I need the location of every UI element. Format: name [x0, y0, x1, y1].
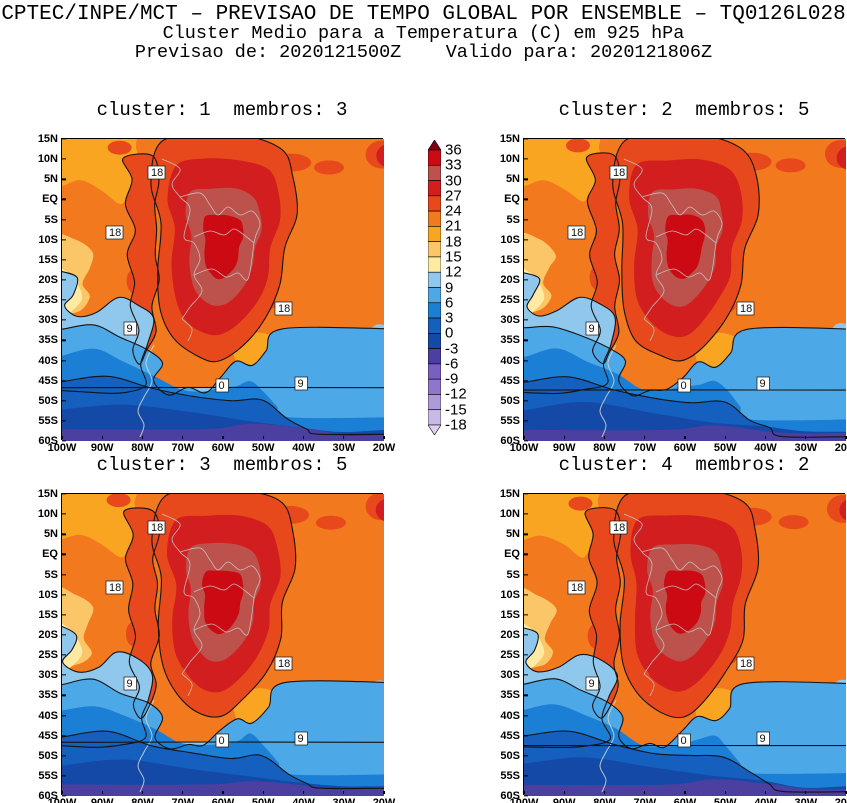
svg-text:0: 0 [681, 735, 687, 747]
svg-text:18: 18 [613, 522, 625, 534]
svg-text:9: 9 [298, 733, 304, 745]
svg-text:18: 18 [571, 582, 583, 594]
svg-text:0: 0 [219, 380, 225, 392]
svg-text:0: 0 [681, 380, 687, 392]
svg-text:18: 18 [571, 227, 583, 239]
svg-text:18: 18 [109, 582, 121, 594]
svg-text:9: 9 [760, 733, 766, 745]
svg-text:9: 9 [298, 378, 304, 390]
svg-text:18: 18 [278, 658, 290, 670]
svg-text:9: 9 [589, 323, 595, 335]
svg-text:9: 9 [127, 678, 133, 690]
svg-text:9: 9 [760, 378, 766, 390]
svg-text:18: 18 [151, 167, 163, 179]
svg-text:9: 9 [589, 678, 595, 690]
svg-text:18: 18 [740, 303, 752, 315]
svg-text:9: 9 [127, 323, 133, 335]
svg-text:18: 18 [613, 167, 625, 179]
svg-text:18: 18 [109, 227, 121, 239]
svg-text:0: 0 [219, 735, 225, 747]
svg-text:18: 18 [278, 303, 290, 315]
svg-text:18: 18 [740, 658, 752, 670]
svg-text:18: 18 [151, 522, 163, 534]
